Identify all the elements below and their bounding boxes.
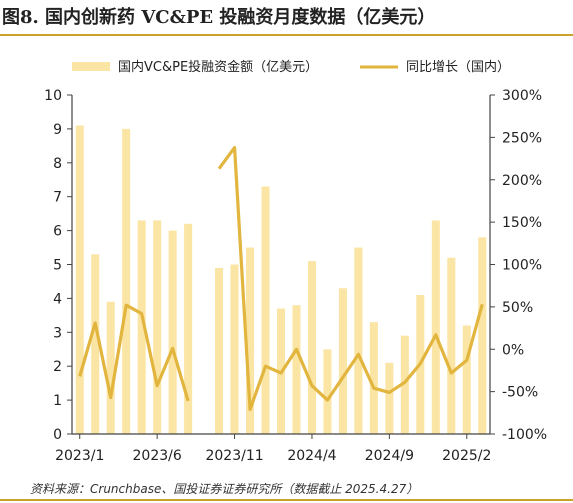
bar [246,247,255,434]
right-tick-label: 150% [502,215,542,231]
left-tick-label: 4 [53,291,62,307]
bottom-divider [0,499,573,501]
bar [168,230,177,434]
x-axis-ticks: 2023/1 2023/6 2023/11 2024/4 2024/9 2025/2 [55,434,491,464]
bar-series [75,125,487,434]
bar [447,257,456,434]
bar [137,220,146,434]
bar [462,325,471,434]
left-tick-label: 0 [53,427,62,443]
right-tick-label: 50% [502,300,533,316]
right-tick-label: -100% [502,427,547,443]
right-tick-label: -50% [502,385,538,401]
left-axis-ticks: 0 1 2 3 4 5 6 7 8 9 10 [44,88,72,443]
bar [478,237,487,434]
right-tick-label: 200% [502,173,542,189]
x-tick-label: 2023/1 [55,448,104,464]
growth-line [78,303,190,402]
bar [385,362,394,434]
left-tick-label: 7 [53,190,62,206]
bar [106,301,115,434]
bar [354,247,363,434]
right-tick-label: 250% [502,130,542,146]
growth-line [217,145,484,412]
left-tick-label: 6 [53,224,62,240]
bar [75,125,84,434]
x-tick-label: 2024/4 [287,448,336,464]
chart: 国内VC&PE投融资金额（亿美元） 同比增长（国内） 012345678910 … [44,59,547,464]
bar [91,254,100,434]
bar [230,264,239,434]
bar [122,128,131,434]
bar [184,223,193,434]
left-tick-label: 3 [53,325,62,341]
line-series [78,145,484,412]
bar [215,267,224,434]
legend-bar-swatch [72,62,110,71]
bar [369,322,378,434]
x-tick-label: 2023/11 [205,448,263,464]
legend: 国内VC&PE投融资金额（亿美元） 同比增长（国内） [72,59,510,75]
legend-bar-label: 国内VC&PE投融资金额（亿美元） [118,59,318,75]
left-tick-label: 8 [53,156,62,172]
x-tick-label: 2025/2 [442,448,491,464]
x-tick-label: 2023/6 [133,448,182,464]
bar [400,335,409,434]
x-tick-label: 2024/9 [365,448,414,464]
left-tick-label: 1 [53,393,62,409]
right-tick-label: 100% [502,258,542,274]
left-tick-label: 5 [53,258,62,274]
left-tick-label: 9 [53,122,62,138]
bar [153,220,162,434]
source-note: 资料来源：Crunchbase、国投证券证券研究所（数据截止 2025.4.27… [30,482,419,496]
right-axis-ticks: -100% -50% 0% 50% 100% 150% 200% 250% 300% [490,88,547,443]
right-tick-label: 0% [502,342,524,358]
left-tick-label: 2 [53,359,62,375]
chart-title: 图8. 国内创新药 VC&PE 投融资月度数据（亿美元） [2,7,436,28]
bar [338,288,347,434]
bar [292,305,301,434]
legend-line-label: 同比增长（国内） [406,59,510,75]
right-tick-label: 300% [502,88,542,104]
title-divider [0,34,573,36]
bar [323,349,332,434]
left-tick-label: 10 [44,88,62,104]
bar [261,186,270,434]
bar [431,220,440,434]
bar [307,261,316,434]
